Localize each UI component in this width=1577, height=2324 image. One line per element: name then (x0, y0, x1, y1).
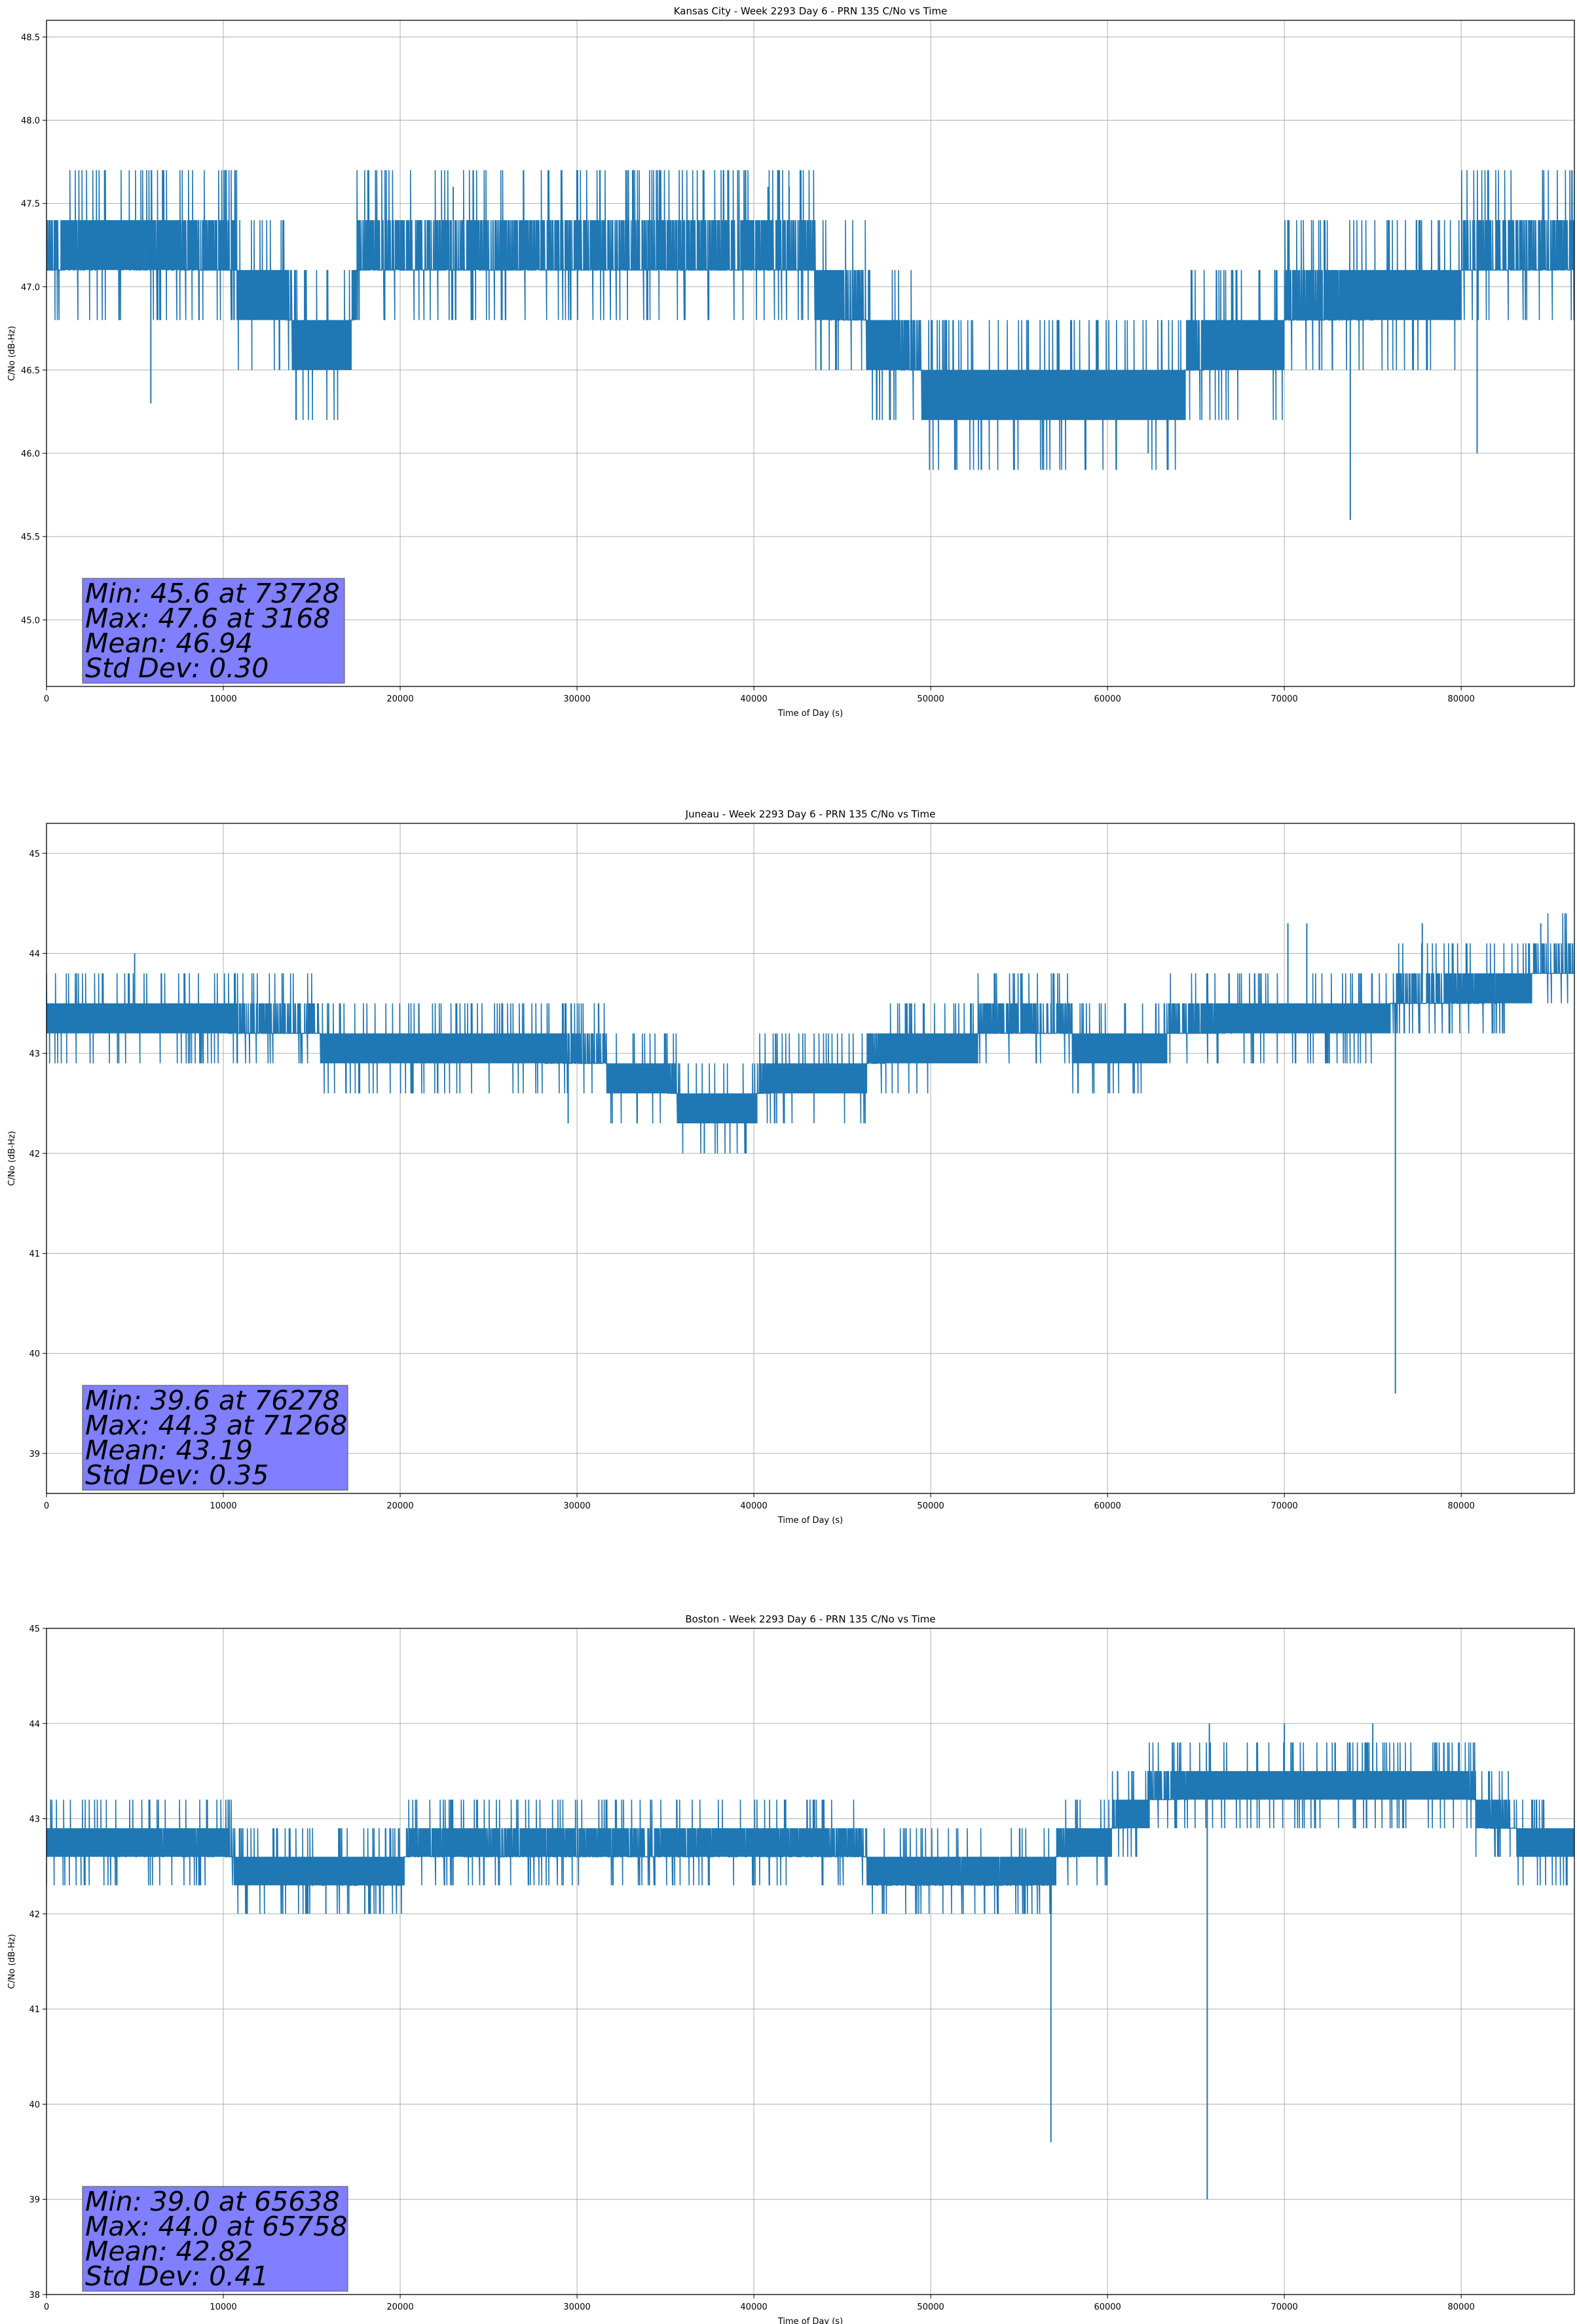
x-tick-label: 40000 (740, 2302, 767, 2312)
y-tick-label: 41 (29, 1250, 40, 1260)
chart-title: Juneau - Week 2293 Day 6 - PRN 135 C/No … (685, 808, 936, 820)
y-tick-label: 47.0 (21, 283, 40, 293)
stats-min: Min: 39.6 at 76278 (85, 1385, 340, 1416)
y-tick-label: 44 (29, 949, 40, 959)
x-tick-label: 30000 (563, 2302, 590, 2312)
data-series-line (46, 1742, 1574, 1914)
plot-frame (46, 823, 1575, 1494)
x-tick-label: 20000 (386, 2302, 413, 2312)
y-tick-label: 38 (29, 2291, 40, 2300)
x-axis-label: Time of Day (s) (777, 709, 843, 719)
y-tick-label: 39 (29, 2196, 40, 2205)
y-axis-label: C/No (dB-Hz) (7, 326, 17, 381)
x-tick-label: 50000 (917, 1501, 944, 1511)
stats-max: Max: 44.0 at 65758 (85, 2211, 348, 2242)
y-tick-label: 45 (29, 850, 40, 859)
x-tick-label: 0 (44, 1501, 49, 1511)
x-tick-label: 80000 (1448, 2302, 1475, 2312)
y-tick-label: 45.0 (21, 616, 40, 626)
y-tick-label: 42 (29, 1150, 40, 1159)
x-tick-label: 20000 (386, 1501, 413, 1511)
x-tick-label: 40000 (740, 1501, 767, 1511)
chart-title: Kansas City - Week 2293 Day 6 - PRN 135 … (674, 5, 948, 17)
y-axis-label: C/No (dB-Hz) (7, 1934, 17, 1989)
y-tick-label: 45 (29, 1624, 40, 1634)
stats-min: Min: 39.0 at 65638 (85, 2186, 340, 2217)
plot-frame (46, 20, 1575, 687)
x-tick-label: 10000 (210, 694, 236, 704)
y-tick-label: 47.5 (21, 200, 40, 210)
x-axis-label: Time of Day (s) (777, 2317, 843, 2324)
y-tick-label: 43 (29, 1049, 40, 1059)
stats-min: Min: 45.6 at 73728 (85, 578, 340, 609)
x-tick-label: 30000 (563, 694, 590, 704)
x-tick-label: 20000 (386, 694, 413, 704)
x-tick-label: 40000 (740, 694, 767, 704)
x-tick-label: 60000 (1094, 2302, 1121, 2312)
chart-panel-1: 0 10000 20000 30000 40000 50000 60000 70000 8000… (7, 5, 1575, 719)
x-tick-label: 70000 (1271, 1501, 1297, 1511)
y-tick-label: 44 (29, 1719, 40, 1729)
chart-panel-2: 0 10000 20000 30000 40000 50000 60000 70000 8000… (7, 808, 1575, 1526)
stats-mean: Mean: 46.94 (85, 628, 253, 659)
stats-mean: Mean: 42.82 (85, 2236, 253, 2267)
x-tick-label: 0 (44, 2302, 49, 2312)
y-tick-label: 43 (29, 1815, 40, 1825)
data-series-line (46, 913, 1574, 1153)
stats-mean: Mean: 43.19 (85, 1434, 253, 1466)
x-tick-label: 60000 (1094, 694, 1121, 704)
x-tick-label: 60000 (1094, 1501, 1121, 1511)
chart-panel-3: 0 10000 20000 30000 40000 50000 60000 70000 8000… (7, 1613, 1575, 2324)
data-series-line (46, 170, 1574, 470)
x-tick-label: 70000 (1271, 694, 1297, 704)
x-tick-label: 10000 (210, 1501, 236, 1511)
x-tick-label: 70000 (1271, 2302, 1297, 2312)
y-tick-label: 41 (29, 2005, 40, 2015)
x-tick-label: 80000 (1448, 1501, 1475, 1511)
y-tick-label: 46.5 (21, 366, 40, 376)
stats-max: Max: 44.3 at 71268 (85, 1410, 348, 1441)
y-tick-label: 46.0 (21, 449, 40, 459)
y-tick-label: 40 (29, 2100, 40, 2110)
x-tick-label: 10000 (210, 2302, 236, 2312)
x-tick-label: 50000 (917, 2302, 944, 2312)
x-tick-label: 80000 (1448, 694, 1475, 704)
stats-std: Std Dev: 0.41 (85, 2260, 269, 2292)
y-tick-label: 40 (29, 1349, 40, 1359)
x-tick-label: 0 (44, 694, 49, 704)
stats-std: Std Dev: 0.30 (85, 652, 269, 684)
x-tick-label: 30000 (563, 1501, 590, 1511)
y-tick-label: 45.5 (21, 533, 40, 542)
y-tick-label: 39 (29, 1450, 40, 1459)
stats-std: Std Dev: 0.35 (85, 1459, 269, 1491)
chart-title: Boston - Week 2293 Day 6 - PRN 135 C/No … (685, 1613, 935, 1625)
y-tick-label: 48.5 (21, 33, 40, 43)
x-axis-label: Time of Day (s) (777, 1516, 843, 1526)
x-tick-label: 50000 (917, 694, 944, 704)
y-tick-label: 42 (29, 1910, 40, 1920)
y-axis-label: C/No (dB-Hz) (7, 1131, 17, 1186)
y-tick-label: 48.0 (21, 117, 40, 126)
plot-frame (46, 1628, 1575, 2295)
stats-max: Max: 47.6 at 3168 (85, 603, 331, 634)
